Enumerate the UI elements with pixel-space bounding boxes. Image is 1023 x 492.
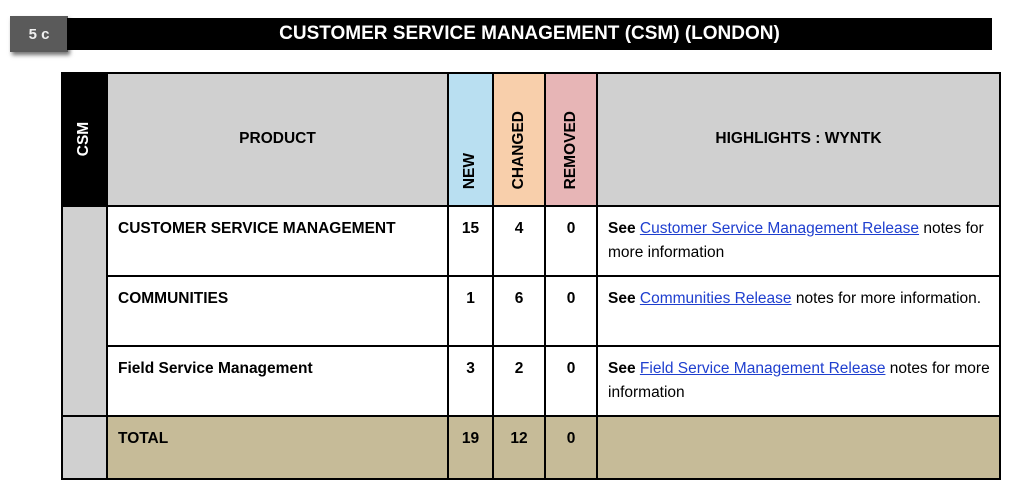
highlights-column-header: HIGHLIGHTS : WYNTK <box>596 72 1001 207</box>
see-label: See <box>608 290 636 307</box>
removed-count-cell: 0 <box>544 205 598 277</box>
csm-side-header: CSM <box>61 72 108 207</box>
total-changed-cell: 12 <box>492 415 546 480</box>
product-cell: CUSTOMER SERVICE MANAGEMENT <box>106 205 449 277</box>
total-removed-cell: 0 <box>544 415 598 480</box>
release-notes-link[interactable]: Customer Service Management Release <box>639 220 920 237</box>
table-header-row: CSM PRODUCT NEW CHANGED REMOVED HIGHLIGH… <box>61 72 1001 207</box>
product-column-header: PRODUCT <box>106 72 449 207</box>
new-count-cell: 1 <box>447 275 494 347</box>
new-column-label: NEW <box>461 152 479 189</box>
total-row: TOTAL 19 12 0 <box>61 415 1001 480</box>
table-row: COMMUNITIES 1 6 0 See Communities Releas… <box>62 275 1001 347</box>
changed-column-label: CHANGED <box>509 110 527 189</box>
highlights-text: notes for more information <box>608 220 984 262</box>
csm-side-label: CSM <box>75 122 93 157</box>
removed-count-cell: 0 <box>544 345 598 417</box>
page-title: CUSTOMER SERVICE MANAGEMENT (CSM) (LONDO… <box>67 18 992 50</box>
csm-side-cell <box>61 415 108 480</box>
new-column-header: NEW <box>447 72 494 207</box>
changed-count-cell: 2 <box>492 345 546 417</box>
table-row: CUSTOMER SERVICE MANAGEMENT 15 4 0 See C… <box>61 205 1001 417</box>
release-notes-link[interactable]: Field Service Management Release <box>639 360 886 377</box>
highlights-cell: See Communities Release notes for more i… <box>596 275 1001 347</box>
removed-count-cell: 0 <box>544 275 598 347</box>
highlights-cell: See Field Service Management Release not… <box>596 345 1001 417</box>
table-row: Field Service Management 3 2 0 See Field… <box>62 345 1001 417</box>
total-new-cell: 19 <box>447 415 494 480</box>
removed-column-header: REMOVED <box>544 72 598 207</box>
new-count-cell: 3 <box>447 345 494 417</box>
total-highlights-cell <box>596 415 1001 480</box>
product-cell: Field Service Management <box>106 345 449 417</box>
release-summary-table: CSM PRODUCT NEW CHANGED REMOVED HIGHLIGH… <box>61 72 1001 480</box>
release-notes-link[interactable]: Communities Release <box>639 290 792 307</box>
highlights-cell: See Customer Service Management Release … <box>596 205 1001 277</box>
total-label-cell: TOTAL <box>106 415 449 480</box>
highlights-text: notes for more information. <box>795 290 982 307</box>
highlights-text: notes for more information <box>608 360 990 402</box>
section-number-badge: 5 c <box>10 16 68 52</box>
see-label: See <box>608 360 636 377</box>
removed-column-label: REMOVED <box>561 110 579 189</box>
changed-count-cell: 6 <box>492 275 546 347</box>
product-cell: COMMUNITIES <box>106 275 449 347</box>
changed-column-header: CHANGED <box>492 72 546 207</box>
see-label: See <box>608 220 636 237</box>
new-count-cell: 15 <box>447 205 494 277</box>
csm-side-cell <box>61 205 108 417</box>
changed-count-cell: 4 <box>492 205 546 277</box>
